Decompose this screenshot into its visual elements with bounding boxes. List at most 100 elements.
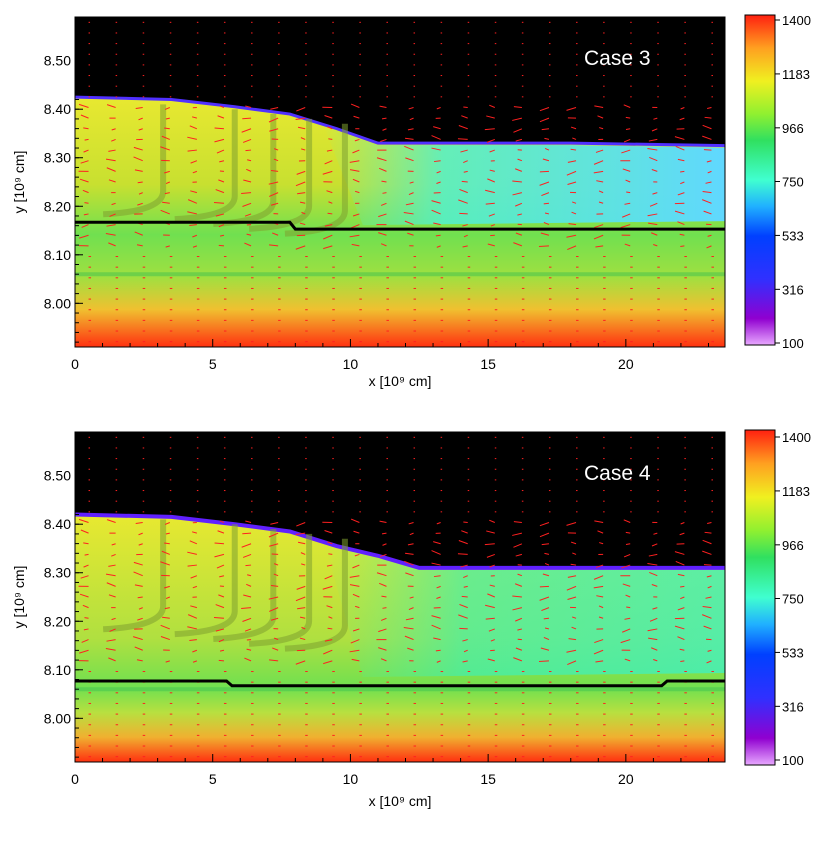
velocity-vector — [165, 596, 170, 600]
velocity-vector — [594, 224, 604, 229]
velocity-vector — [567, 575, 577, 578]
velocity-vector — [594, 639, 604, 644]
velocity-vector — [515, 202, 523, 207]
velocity-vector — [567, 160, 577, 163]
velocity-vector — [458, 540, 468, 545]
velocity-vector — [436, 522, 441, 525]
velocity-vector — [105, 233, 116, 236]
velocity-vector — [512, 532, 522, 536]
velocity-vector — [404, 220, 414, 226]
velocity-vector — [651, 232, 658, 236]
colorbar-tick-label: 100 — [782, 753, 804, 768]
velocity-vector — [513, 521, 522, 523]
velocity-vector — [134, 646, 143, 651]
velocity-vector — [544, 562, 550, 566]
velocity-vector — [405, 572, 414, 577]
velocity-vector — [217, 530, 225, 534]
y-tick-label: 8.50 — [44, 53, 71, 69]
velocity-vector — [165, 117, 170, 120]
velocity-vector — [651, 647, 658, 651]
velocity-vector — [647, 213, 658, 217]
velocity-vector — [651, 543, 658, 547]
velocity-vector — [192, 245, 198, 248]
velocity-vector — [572, 137, 577, 140]
velocity-vector — [160, 209, 170, 215]
velocity-vector — [242, 117, 252, 120]
velocity-vector — [381, 180, 387, 183]
velocity-vector — [433, 160, 441, 163]
velocity-vector — [707, 170, 712, 174]
x-tick-label: 0 — [71, 356, 79, 372]
velocity-vector — [566, 107, 577, 111]
velocity-vector — [191, 116, 198, 119]
velocity-vector — [165, 245, 170, 248]
velocity-vector — [489, 584, 495, 587]
velocity-vector — [273, 148, 279, 151]
velocity-vector — [408, 107, 414, 110]
velocity-vector — [539, 181, 550, 186]
velocity-vector — [106, 224, 116, 227]
velocity-vector — [566, 649, 577, 653]
velocity-vector — [295, 596, 306, 602]
velocity-vector — [622, 213, 631, 218]
velocity-vector — [674, 625, 685, 630]
velocity-vector — [431, 562, 441, 566]
velocity-vector — [379, 167, 387, 172]
velocity-vector — [192, 585, 198, 589]
velocity-vector — [652, 607, 658, 610]
velocity-vector — [648, 138, 658, 142]
colorbar — [744, 429, 776, 766]
velocity-vector — [626, 191, 631, 194]
panel-case-3: 0 5 10 15 20 8.00 8.10 8.20 8.30 8.40 8.50 Case 3… — [11, 13, 811, 389]
velocity-vector — [215, 628, 225, 632]
velocity-vector — [352, 628, 360, 632]
velocity-vector — [701, 199, 712, 204]
velocity-vector — [296, 522, 306, 527]
velocity-vector — [269, 128, 279, 132]
colorbar-tick-label: 1400 — [782, 430, 811, 445]
colorbar-tick-label: 1400 — [782, 13, 811, 28]
velocity-vector — [215, 604, 225, 609]
velocity-vector — [512, 117, 522, 121]
velocity-vector — [323, 234, 333, 240]
velocity-vector — [649, 617, 658, 622]
velocity-vector — [707, 585, 712, 589]
velocity-vector — [108, 564, 116, 567]
velocity-vector — [595, 660, 604, 663]
velocity-vector — [485, 617, 495, 620]
velocity-vector — [324, 224, 333, 227]
velocity-vector — [679, 648, 685, 651]
x-tick-label: 10 — [343, 771, 359, 787]
velocity-vector — [295, 117, 306, 120]
velocity-vector — [219, 234, 225, 237]
x-tick-label: 10 — [343, 356, 359, 372]
velocity-vector — [189, 224, 197, 226]
colorbar-tick-label: 1183 — [782, 67, 810, 82]
velocity-vector — [134, 231, 143, 236]
velocity-vector — [300, 137, 306, 140]
velocity-vector — [79, 234, 89, 239]
velocity-vector — [489, 564, 495, 568]
velocity-vector — [244, 213, 252, 217]
velocity-vector — [485, 189, 495, 194]
y-axis-title: y [10⁹ cm] — [11, 566, 27, 629]
velocity-vector — [596, 595, 604, 598]
velocity-vector — [403, 211, 414, 215]
y-tick-label: 8.00 — [44, 295, 71, 311]
velocity-vector — [297, 192, 306, 195]
velocity-vector — [380, 243, 387, 247]
velocity-vector — [436, 170, 441, 174]
velocity-vector — [138, 607, 143, 610]
interface-line — [75, 679, 725, 688]
velocity-vector — [324, 575, 333, 580]
velocity-vector — [133, 146, 143, 151]
velocity-vector — [517, 213, 523, 216]
velocity-vector — [431, 147, 441, 151]
velocity-vector — [79, 593, 89, 598]
velocity-vector — [328, 553, 333, 555]
velocity-vector — [273, 563, 279, 566]
velocity-vector — [133, 636, 143, 641]
velocity-vector — [326, 149, 333, 152]
velocity-vector — [268, 532, 279, 538]
velocity-vector — [649, 572, 658, 577]
